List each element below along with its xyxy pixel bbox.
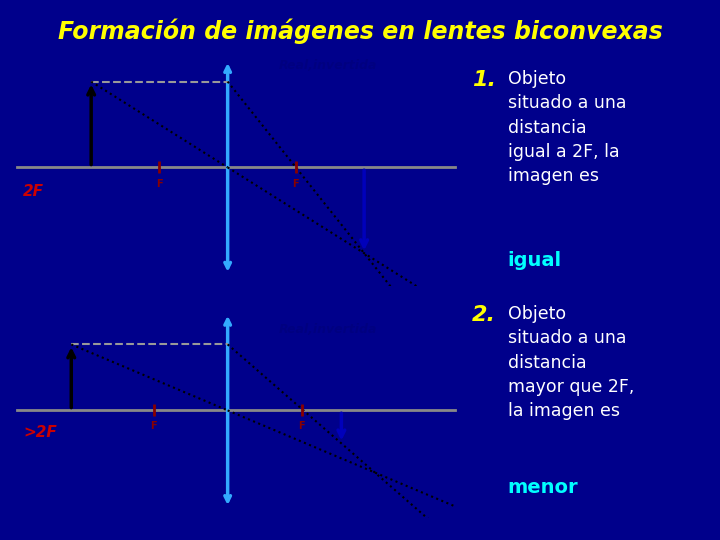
Text: 2.: 2. bbox=[472, 305, 495, 325]
Text: Real,invertida: Real,invertida bbox=[279, 59, 377, 72]
Text: F: F bbox=[150, 421, 157, 431]
Text: F: F bbox=[292, 179, 300, 189]
Text: 1.: 1. bbox=[472, 70, 495, 90]
Text: 2F: 2F bbox=[23, 184, 44, 199]
Text: igual: igual bbox=[508, 251, 562, 270]
Text: F: F bbox=[156, 179, 163, 189]
Text: Objeto
situado a una
distancia
mayor que 2F,
la imagen es: Objeto situado a una distancia mayor que… bbox=[508, 305, 634, 420]
Text: Objeto
situado a una
distancia
igual a 2F, la
imagen es: Objeto situado a una distancia igual a 2… bbox=[508, 70, 626, 185]
Text: Formación de imágenes en lentes biconvexas: Formación de imágenes en lentes biconvex… bbox=[58, 19, 662, 44]
Text: >2F: >2F bbox=[23, 426, 57, 441]
Text: F: F bbox=[298, 421, 305, 431]
Text: menor: menor bbox=[508, 478, 578, 497]
Text: Real,invertida: Real,invertida bbox=[279, 323, 377, 336]
